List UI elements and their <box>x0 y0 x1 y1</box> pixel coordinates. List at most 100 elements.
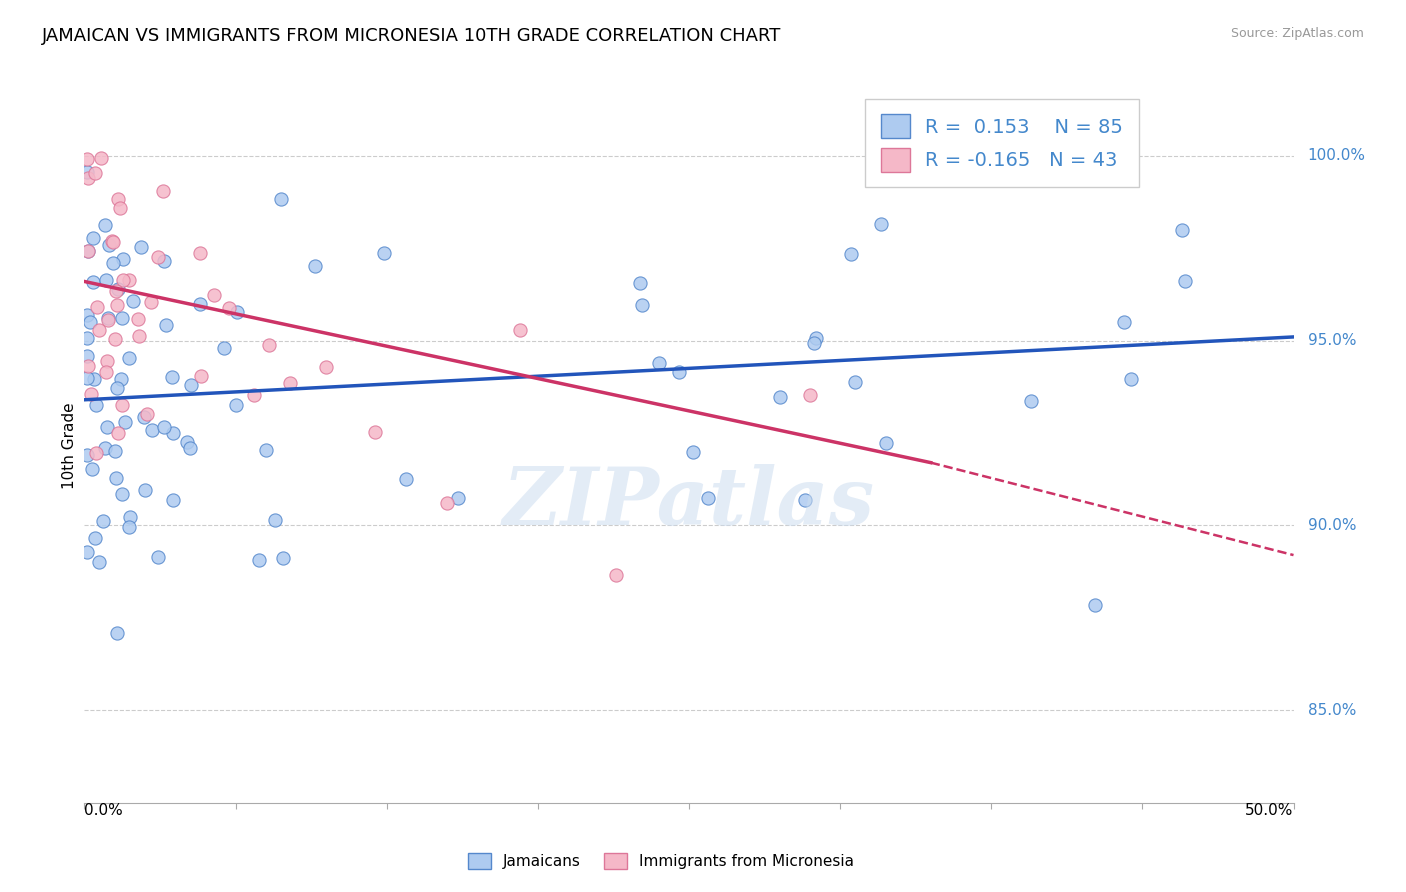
Point <box>82 230 104 244</box>
Point <box>77 244 100 258</box>
Point <box>101 234 124 248</box>
Point <box>793 492 815 507</box>
Point <box>86 300 108 314</box>
Point <box>146 250 169 264</box>
Point <box>304 259 326 273</box>
Point <box>105 298 128 312</box>
Point <box>152 184 174 198</box>
Point <box>105 626 128 640</box>
Point <box>76 331 98 345</box>
Text: 90.0%: 90.0% <box>1308 518 1355 533</box>
Point <box>97 310 120 325</box>
Point <box>127 312 149 326</box>
Point <box>278 376 301 390</box>
Point <box>104 444 127 458</box>
Point <box>870 217 893 231</box>
Point <box>315 360 337 375</box>
Legend: Jamaicans, Immigrants from Micronesia: Jamaicans, Immigrants from Micronesia <box>461 847 860 875</box>
Point <box>118 520 141 534</box>
Point <box>270 192 292 206</box>
Point <box>118 273 141 287</box>
Point <box>225 398 247 412</box>
Point <box>769 390 792 404</box>
Text: Source: ZipAtlas.com: Source: ZipAtlas.com <box>1230 27 1364 40</box>
Point <box>668 365 690 379</box>
Point <box>129 240 152 254</box>
Point <box>176 434 198 449</box>
Point <box>628 277 651 291</box>
Point <box>803 335 825 350</box>
Point <box>373 245 395 260</box>
Point <box>160 370 183 384</box>
Point <box>263 513 285 527</box>
Point <box>247 553 270 567</box>
Point <box>180 378 202 392</box>
Point <box>631 297 654 311</box>
Point <box>111 252 134 266</box>
Text: JAMAICAN VS IMMIGRANTS FROM MICRONESIA 10TH GRADE CORRELATION CHART: JAMAICAN VS IMMIGRANTS FROM MICRONESIA 1… <box>42 27 782 45</box>
Point <box>96 420 118 434</box>
Point <box>436 496 458 510</box>
Point <box>104 471 127 485</box>
Point <box>271 550 294 565</box>
Point <box>212 341 235 355</box>
Point <box>1170 223 1192 237</box>
Point <box>128 328 150 343</box>
Point <box>84 166 107 180</box>
Point <box>132 409 155 424</box>
Text: 95.0%: 95.0% <box>1308 333 1355 348</box>
Point <box>697 491 720 505</box>
Point <box>91 514 114 528</box>
Point <box>84 531 107 545</box>
Point <box>84 398 107 412</box>
Point <box>1174 274 1197 288</box>
Point <box>162 425 184 440</box>
Point <box>605 567 627 582</box>
Point <box>1119 372 1142 386</box>
Point <box>363 425 385 439</box>
Point <box>76 152 98 166</box>
Text: 50.0%: 50.0% <box>1246 803 1294 818</box>
Point <box>839 247 862 261</box>
Point <box>114 415 136 429</box>
Point <box>96 313 118 327</box>
Point <box>111 487 134 501</box>
Point <box>218 301 240 315</box>
Point <box>76 170 98 185</box>
Point <box>155 318 177 332</box>
Point <box>153 420 176 434</box>
Point <box>93 218 115 232</box>
Point <box>83 372 105 386</box>
Point <box>1112 315 1135 329</box>
Text: 100.0%: 100.0% <box>1308 148 1365 163</box>
Point <box>76 371 98 385</box>
Point <box>80 462 103 476</box>
Point <box>111 398 134 412</box>
Point <box>225 305 247 319</box>
Point <box>76 308 98 322</box>
Point <box>89 323 111 337</box>
Point <box>135 407 157 421</box>
Point <box>107 282 129 296</box>
Point <box>80 386 103 401</box>
Point <box>96 354 118 368</box>
Text: 0.0%: 0.0% <box>84 803 124 818</box>
Point <box>94 441 117 455</box>
Point <box>682 445 704 459</box>
Point <box>105 381 128 395</box>
Point <box>101 256 124 270</box>
Point <box>104 284 127 298</box>
Point <box>254 443 277 458</box>
Point <box>98 237 121 252</box>
Point <box>242 387 264 401</box>
Text: 85.0%: 85.0% <box>1308 703 1355 718</box>
Point <box>799 388 821 402</box>
Point <box>111 310 134 325</box>
Point <box>188 297 211 311</box>
Point <box>179 441 201 455</box>
Point <box>141 423 163 437</box>
Point <box>82 276 104 290</box>
Point <box>134 483 156 498</box>
Point <box>190 245 212 260</box>
Point <box>257 338 280 352</box>
